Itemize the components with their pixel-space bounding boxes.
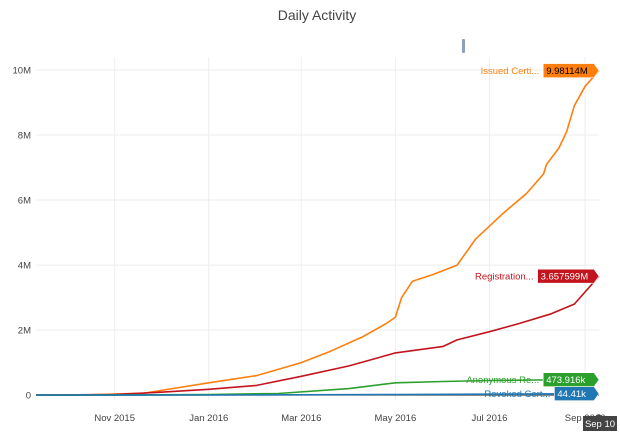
series-value-label: 473.916k <box>546 375 585 386</box>
series-value-label: 9.98114M <box>546 66 588 77</box>
y-tick-label: 6M <box>18 196 31 207</box>
x-tick-label: Jul 2016 <box>472 413 508 424</box>
x-tick-label: Mar 2016 <box>281 413 321 424</box>
series-value-label: 3.657599M <box>541 272 589 283</box>
value-label-box <box>542 63 600 78</box>
value-label-box <box>542 372 600 388</box>
hover-date-text: Sep 10 <box>585 419 615 430</box>
series-line[interactable] <box>35 392 600 396</box>
series-name-label: Anonymous Re... <box>466 375 539 386</box>
toolbar-handle[interactable] <box>462 39 465 53</box>
x-tick-label: Nov 2015 <box>94 413 135 424</box>
hover-date-box <box>583 414 617 431</box>
series-end-label: 44.41k Revoked Cert... <box>484 386 600 401</box>
y-tick-label: 0 <box>26 391 31 402</box>
y-tick-label: 2M <box>18 326 31 337</box>
series-end-label: 473.916k Anonymous Re... <box>466 372 600 388</box>
axis-ticks: 0 2M 4M 6M 8M 10M Nov 2015 Jan 2016 Mar 2016 May … <box>13 66 606 424</box>
chart-title: Daily Activity <box>278 7 357 23</box>
y-tick-label: 4M <box>18 261 31 272</box>
y-tick-label: 10M <box>13 66 32 77</box>
hover-x-label: Sep 10 <box>583 414 617 431</box>
value-label-box <box>554 386 600 401</box>
y-tick-label: 8M <box>18 131 31 142</box>
value-label-box <box>537 268 600 284</box>
series-line[interactable] <box>35 70 600 396</box>
series-name-label: Revoked Cert... <box>484 389 550 400</box>
series-labels: 9.98114M Issued Certi... 3.657599M Registra… <box>466 63 600 401</box>
series-name-label: Issued Certi... <box>481 66 540 77</box>
grid <box>36 57 599 400</box>
series-lines[interactable] <box>35 70 600 396</box>
series-end-label: 9.98114M Issued Certi... <box>481 63 600 78</box>
series-name-label: Registration... <box>475 272 534 283</box>
series-line[interactable] <box>35 275 600 396</box>
series-end-label: 3.657599M Registration... <box>475 268 600 284</box>
x-tick-label: May 2016 <box>375 413 417 424</box>
x-tick-label: Jan 2016 <box>189 413 228 424</box>
series-value-label: 44.41k <box>557 389 586 400</box>
